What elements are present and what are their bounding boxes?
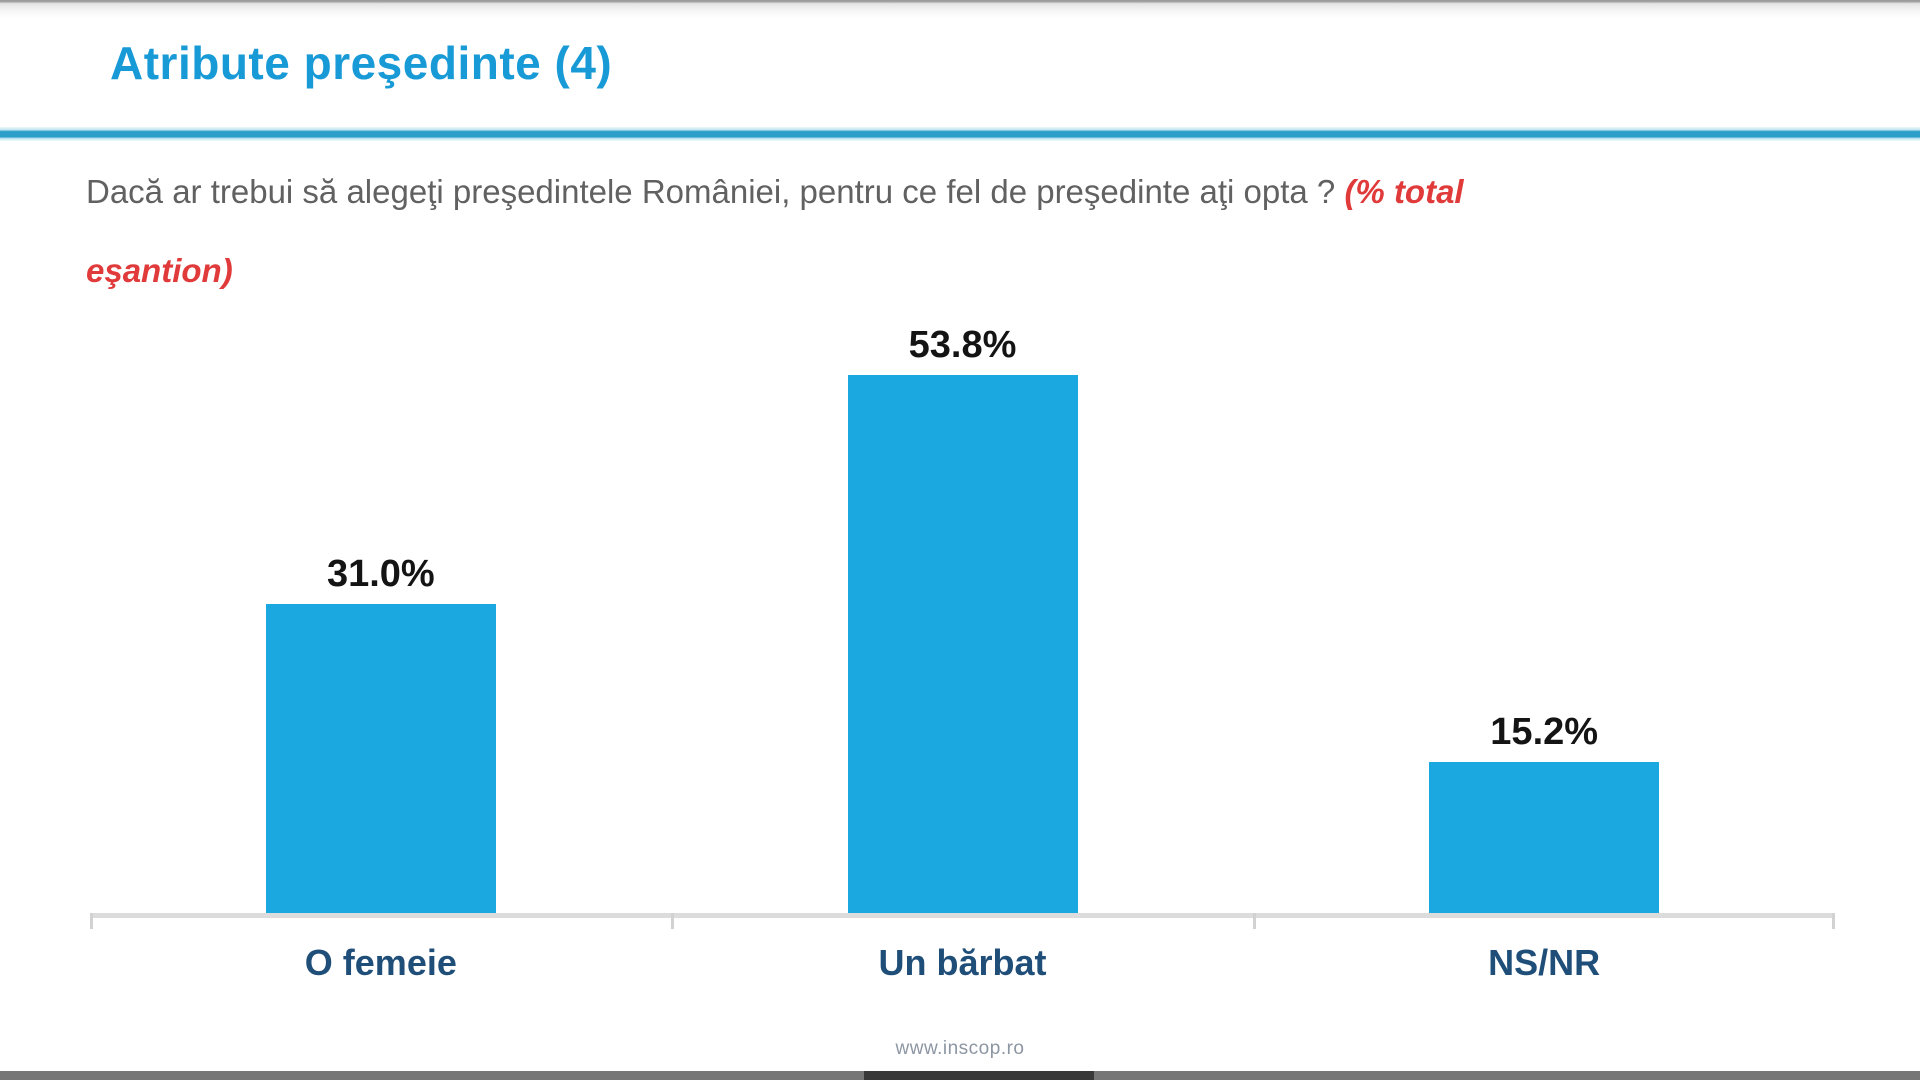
page-title: Atribute preşedinte (4) xyxy=(110,37,613,89)
category-label: Un bărbat xyxy=(878,942,1047,983)
question-note-line2: eşantion) xyxy=(86,252,233,289)
bar xyxy=(265,604,496,915)
bar xyxy=(1429,762,1660,915)
survey-question: Dacă ar trebui să alegeţi preşedintele R… xyxy=(86,152,1846,310)
bar-value-label: 15.2% xyxy=(1490,711,1599,753)
x-axis-baseline xyxy=(90,913,1835,918)
category-label: NS/NR xyxy=(1488,942,1601,983)
bar-value-label: 53.8% xyxy=(908,324,1017,366)
footer-website-url: www.inscop.ro xyxy=(895,1038,1025,1059)
category-label: O femeie xyxy=(304,942,457,983)
axis-tick xyxy=(1253,913,1256,929)
axis-tick xyxy=(671,913,674,929)
top-window-fade xyxy=(0,0,1920,18)
question-note-line1: (% total xyxy=(1344,173,1464,210)
bar-chart: 31.0% 53.8% 15.2% xyxy=(90,250,1835,915)
bar xyxy=(847,375,1078,915)
chart-category-column: 31.0% xyxy=(90,250,672,915)
survey-question-text: Dacă ar trebui să alegeţi preşedintele R… xyxy=(86,173,1345,210)
chart-category-column: 53.8% xyxy=(672,250,1254,915)
category-axis-labels: O femeie Un bărbat NS/NR xyxy=(90,942,1835,984)
title-underline-rule xyxy=(0,127,1920,141)
axis-tick xyxy=(90,913,93,929)
bar-value-label: 31.0% xyxy=(326,553,435,595)
horizontal-scrollbar[interactable] xyxy=(0,1071,1920,1080)
axis-tick xyxy=(1832,913,1835,929)
scrollbar-thumb[interactable] xyxy=(864,1071,1094,1080)
chart-category-column: 15.2% xyxy=(1253,250,1835,915)
